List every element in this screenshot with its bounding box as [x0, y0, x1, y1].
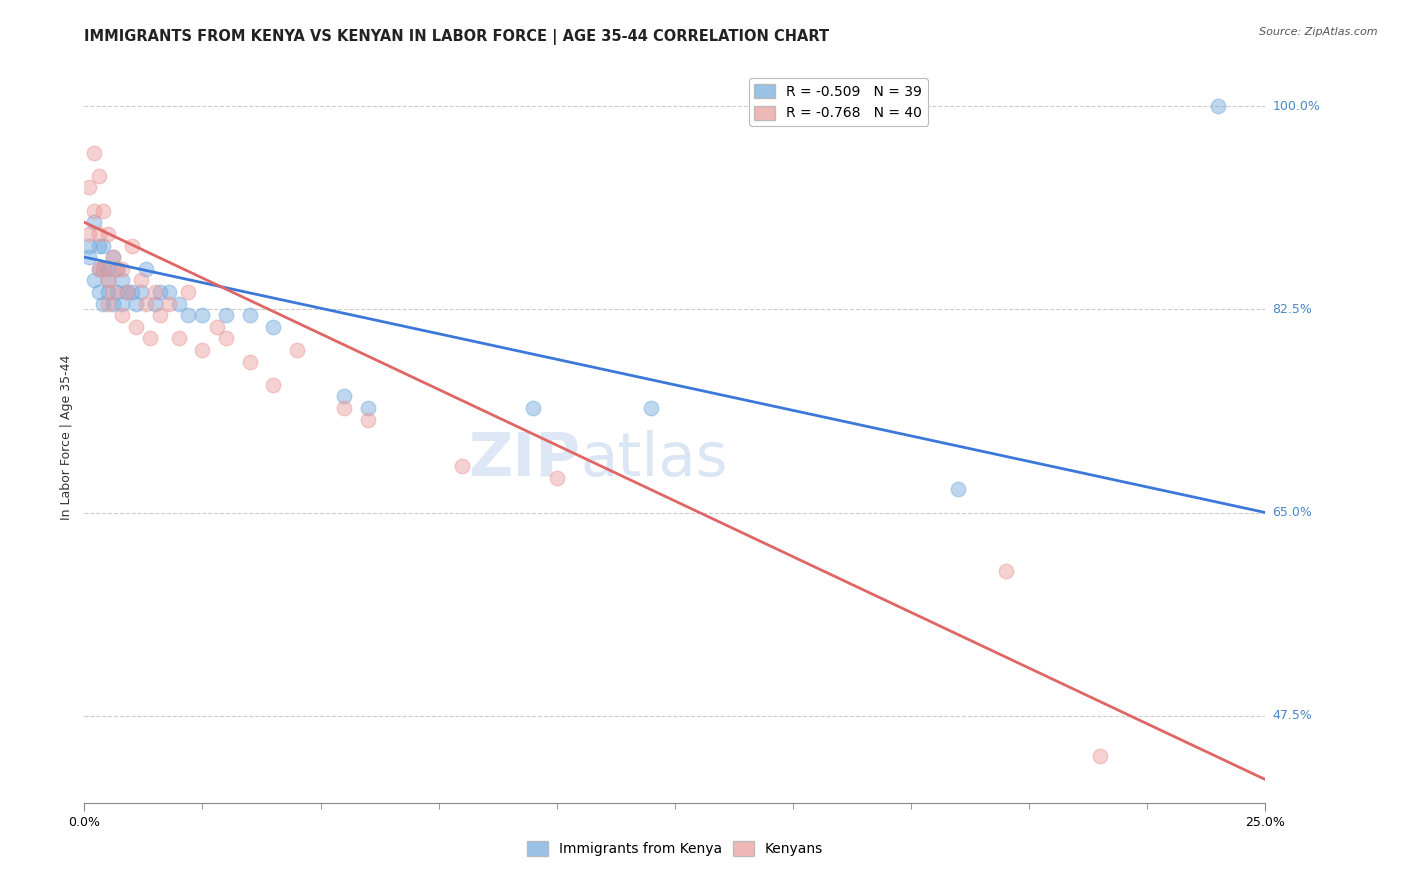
Point — [97, 227, 120, 241]
Point — [111, 308, 134, 322]
Point — [143, 296, 166, 310]
Point — [149, 285, 172, 299]
Point — [262, 319, 284, 334]
Point — [640, 401, 662, 415]
Point — [97, 296, 120, 310]
Point — [1088, 749, 1111, 764]
Point — [333, 389, 356, 403]
Point — [101, 285, 124, 299]
Point — [91, 296, 114, 310]
Text: 47.5%: 47.5% — [1272, 709, 1312, 723]
Point — [167, 296, 190, 310]
Legend: Immigrants from Kenya, Kenyans: Immigrants from Kenya, Kenyans — [522, 836, 828, 862]
Point — [107, 285, 129, 299]
Point — [101, 250, 124, 264]
Point — [191, 343, 214, 357]
Point — [87, 261, 110, 276]
Point — [948, 483, 970, 497]
Point — [157, 285, 180, 299]
Point — [91, 261, 114, 276]
Point — [451, 459, 474, 474]
Point — [87, 169, 110, 183]
Point — [522, 401, 544, 415]
Point — [87, 238, 110, 252]
Point — [546, 471, 568, 485]
Point — [87, 261, 110, 276]
Point — [129, 285, 152, 299]
Text: ZIP: ZIP — [468, 430, 581, 489]
Point — [77, 238, 100, 252]
Y-axis label: In Labor Force | Age 35-44: In Labor Force | Age 35-44 — [60, 354, 73, 520]
Point — [994, 564, 1017, 578]
Point — [91, 261, 114, 276]
Point — [215, 331, 238, 345]
Point — [83, 273, 105, 287]
Point — [97, 273, 120, 287]
Point — [177, 308, 200, 322]
Point — [129, 273, 152, 287]
Text: 100.0%: 100.0% — [1272, 100, 1320, 112]
Text: IMMIGRANTS FROM KENYA VS KENYAN IN LABOR FORCE | AGE 35-44 CORRELATION CHART: IMMIGRANTS FROM KENYA VS KENYAN IN LABOR… — [84, 29, 830, 45]
Point — [115, 285, 138, 299]
Point — [191, 308, 214, 322]
Point — [357, 401, 380, 415]
Point — [121, 285, 143, 299]
Point — [125, 296, 148, 310]
Point — [357, 412, 380, 426]
Point — [77, 250, 100, 264]
Point — [77, 180, 100, 194]
Point — [285, 343, 308, 357]
Point — [149, 308, 172, 322]
Point — [87, 227, 110, 241]
Text: Source: ZipAtlas.com: Source: ZipAtlas.com — [1260, 27, 1378, 37]
Point — [143, 285, 166, 299]
Point — [83, 145, 105, 160]
Point — [97, 273, 120, 287]
Point — [91, 238, 114, 252]
Point — [91, 203, 114, 218]
Point — [107, 261, 129, 276]
Point — [157, 296, 180, 310]
Point — [177, 285, 200, 299]
Point — [115, 285, 138, 299]
Point — [262, 377, 284, 392]
Point — [111, 261, 134, 276]
Point — [83, 203, 105, 218]
Text: 82.5%: 82.5% — [1272, 303, 1312, 316]
Point — [215, 308, 238, 322]
Point — [139, 331, 162, 345]
Point — [83, 215, 105, 229]
Point — [101, 250, 124, 264]
Point — [121, 238, 143, 252]
Point — [239, 308, 262, 322]
Point — [205, 319, 228, 334]
Point — [333, 401, 356, 415]
Point — [239, 354, 262, 368]
Point — [111, 273, 134, 287]
Point — [87, 285, 110, 299]
Text: 65.0%: 65.0% — [1272, 506, 1312, 519]
Point — [107, 261, 129, 276]
Point — [77, 227, 100, 241]
Point — [97, 261, 120, 276]
Text: atlas: atlas — [581, 430, 728, 489]
Point — [101, 296, 124, 310]
Point — [135, 261, 157, 276]
Point — [135, 296, 157, 310]
Point — [111, 296, 134, 310]
Point — [167, 331, 190, 345]
Point — [1206, 99, 1229, 113]
Point — [97, 285, 120, 299]
Point — [125, 319, 148, 334]
